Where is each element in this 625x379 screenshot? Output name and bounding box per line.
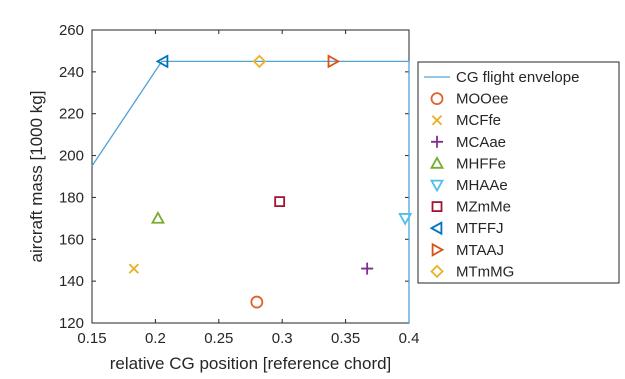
data-markers [128,54,413,309]
legend-envelope-label: CG flight envelope [456,69,579,86]
legend-marker-mtmmg [430,264,444,279]
data-point-mtaaj [327,54,341,69]
legend-label-mtffj: MTFFJ [456,220,503,237]
y-tick-label: 260 [59,22,84,39]
x-tick-label: 0.3 [272,330,293,347]
legend-marker-mcffe [431,115,443,126]
legend-label-mcaae: MCAae [456,134,506,151]
legend-items: MOOee MCFfe MCAae MHFFe MHAAe MZmMe MTFFJ MTAAJ… [429,91,514,280]
data-point-mhffe [150,211,165,224]
data-point-mhaae [398,213,413,226]
x-tick-label: 0.4 [399,330,420,347]
legend-label-mooee: MOOee [456,91,509,108]
y-tick-label: 180 [59,189,84,206]
axis-ticks [91,29,410,324]
x-tick-label: 0.35 [331,330,360,347]
legend-marker-mhaae [429,179,445,193]
legend-marker-mooee [430,92,444,105]
legend-label-mtmmg: MTmMG [456,263,514,280]
y-tick-label: 140 [59,273,84,290]
data-point-mzmme [274,196,286,208]
data-point-mcaae [361,262,374,275]
x-tick-label: 0.25 [204,330,233,347]
x-tick-label: 0.15 [77,330,106,347]
legend-label-mhffe: MHFFe [456,155,506,172]
legend-marker-mtaaj [431,242,445,257]
legend-label-mtaaj: MTAAJ [456,242,504,259]
y-tick-label: 200 [59,148,84,165]
legend-marker-mtffj [429,221,443,236]
data-point-mcffe [128,263,139,274]
x-axis-label: relative CG position [reference chord] [110,354,392,373]
x-tick-label: 0.2 [145,330,166,347]
y-tick-label: 220 [59,106,84,123]
legend-label-mzmme: MZmMe [456,199,511,216]
plot-area [91,29,410,324]
legend-box [417,61,620,284]
y-tick-label: 240 [59,64,84,81]
legend: CG flight envelope MOOeeMCFfeMCAaeMHFFeM… [417,61,620,284]
data-point-mtmmg [252,54,267,69]
envelope-layer [91,60,410,323]
legend-marker-mhffe [429,156,445,169]
cg-flight-envelope-line [91,60,410,323]
data-point-mooee [250,295,264,309]
legend-label-mcffe: MCFfe [456,112,501,129]
y-tick-label: 120 [59,315,84,332]
legend-marker-mzmme [431,201,443,213]
data-point-mtffj [155,54,169,69]
legend-marker-mcaae [431,135,443,148]
tick-labels: 0.15 0.2 0.25 0.3 0.35 0.4 120 140 160 180 200 220 2… [59,22,419,347]
legend-label-mhaae: MHAAe [456,177,508,194]
y-axis-label: aircraft mass [1000 kg] [27,91,46,263]
y-tick-label: 160 [59,231,84,248]
